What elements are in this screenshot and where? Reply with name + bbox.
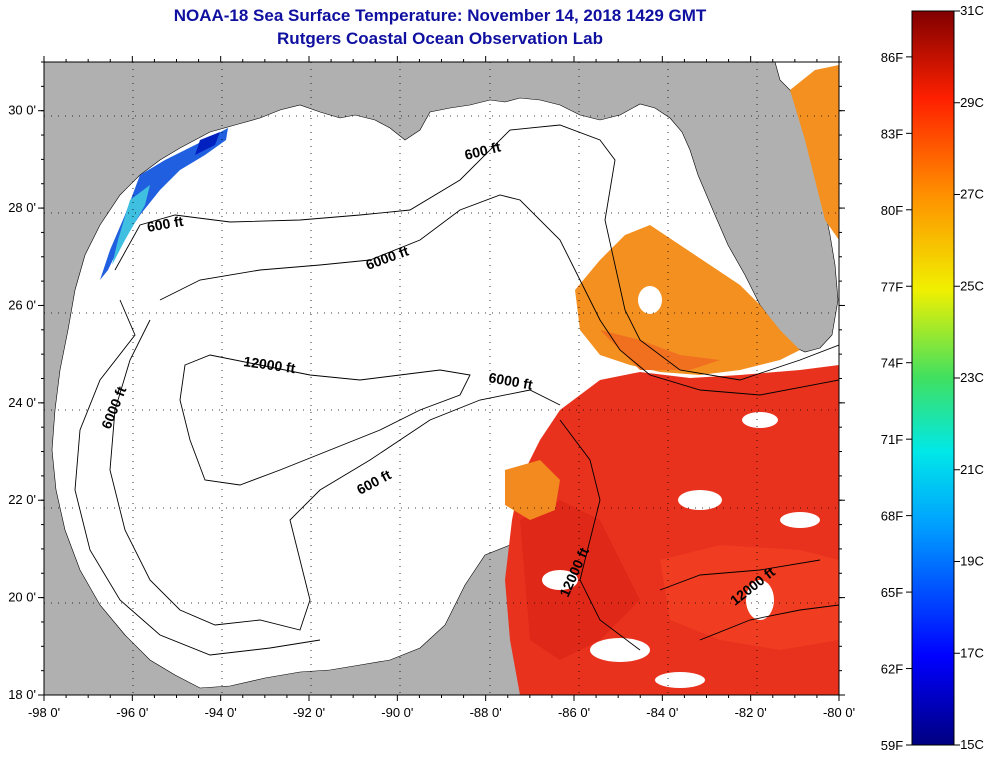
celsius-label: 29C (960, 95, 984, 110)
lat-tick-label: 24 0' (8, 395, 36, 410)
lon-tick-label: -84 0' (646, 705, 678, 720)
celsius-label: 19C (960, 554, 984, 569)
lon-tick-label: -90 0' (381, 705, 413, 720)
sst-orange-region (505, 65, 839, 520)
celsius-label: 27C (960, 187, 984, 202)
celsius-label: 23C (960, 370, 984, 385)
lat-tick-label: 18 0' (8, 687, 36, 702)
sst-cool-coast (100, 128, 228, 280)
contour-label: 600 ft (146, 213, 185, 235)
contour-label: 12000 ft (243, 353, 297, 376)
fahrenheit-label: 68F (881, 509, 903, 524)
map-title: NOAA-18 Sea Surface Temperature: Novembe… (173, 6, 707, 25)
latitude-axis: 18 0' 20 0' 22 0' 24 0' 26 0' 28 0' 30 0' (8, 61, 845, 702)
lon-tick-label: -92 0' (293, 705, 325, 720)
fahrenheit-label: 83F (881, 126, 903, 141)
fahrenheit-label: 65F (881, 585, 903, 600)
lon-tick-label: -98 0' (28, 705, 60, 720)
cloud-patches (542, 286, 820, 688)
longitude-axis: -98 0' -96 0' -94 0' -92 0' -90 0' -88 0' -86 … (28, 56, 855, 720)
celsius-label: 17C (960, 645, 984, 660)
lat-tick-label: 28 0' (8, 200, 36, 215)
lat-tick-label: 20 0' (8, 590, 36, 605)
fahrenheit-label: 77F (881, 279, 903, 294)
fahrenheit-label: 80F (881, 203, 903, 218)
lon-tick-label: -80 0' (823, 705, 855, 720)
lat-lon-grid (44, 62, 839, 695)
fahrenheit-label: 62F (881, 662, 903, 677)
lat-tick-label: 22 0' (8, 492, 36, 507)
fahrenheit-label: 86F (881, 50, 903, 65)
fahrenheit-label: 74F (881, 356, 903, 371)
lon-tick-label: -86 0' (558, 705, 590, 720)
lat-tick-label: 26 0' (8, 297, 36, 312)
contour-label: 6000 ft (487, 369, 534, 393)
celsius-label: 25C (960, 278, 984, 293)
color-scale-bar: 31C 29C 27C 25C 23C 21C 19C 17C 15C 86F 83F 80F 77F 7… (881, 3, 984, 753)
lon-tick-label: -94 0' (205, 705, 237, 720)
map-subtitle: Rutgers Coastal Ocean Observation Lab (277, 29, 603, 48)
celsius-label: 31C (960, 3, 984, 18)
lat-tick-label: 30 0' (8, 103, 36, 118)
lon-tick-label: -88 0' (470, 705, 502, 720)
fahrenheit-label: 71F (881, 432, 903, 447)
bathymetry-contours (74, 124, 839, 656)
fahrenheit-label: 59F (881, 738, 903, 753)
lon-tick-label: -82 0' (735, 705, 767, 720)
celsius-label: 21C (960, 462, 984, 477)
lon-tick-label: -96 0' (116, 705, 148, 720)
celsius-label: 15C (960, 737, 984, 752)
